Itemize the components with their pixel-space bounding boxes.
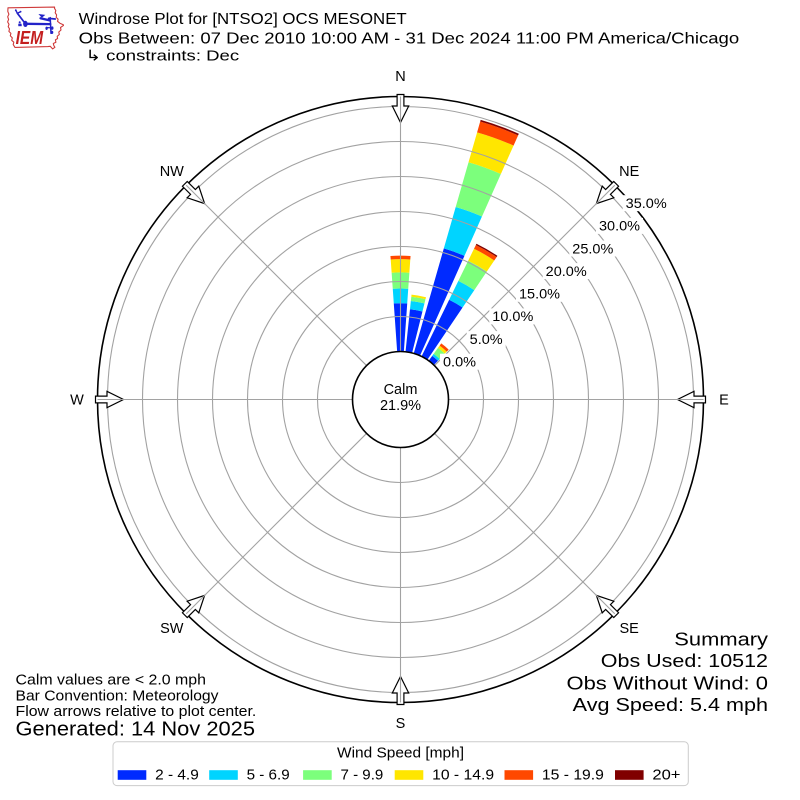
svg-text:10 - 14.9: 10 - 14.9 [432, 767, 494, 784]
svg-text:20.0%: 20.0% [546, 264, 587, 279]
svg-text:Calm: Calm [384, 382, 418, 398]
svg-text:Summary: Summary [674, 629, 769, 650]
svg-text:5.0%: 5.0% [470, 332, 503, 347]
svg-text:E: E [719, 393, 729, 409]
svg-text:2 - 4.9: 2 - 4.9 [155, 767, 199, 784]
svg-text:21.9%: 21.9% [380, 398, 421, 414]
svg-text:Calm values are < 2.0 mph: Calm values are < 2.0 mph [16, 673, 207, 689]
svg-text:NE: NE [619, 164, 639, 180]
svg-text:NW: NW [160, 164, 184, 180]
svg-text:25.0%: 25.0% [572, 241, 613, 256]
svg-text:15.0%: 15.0% [519, 287, 560, 302]
svg-text:W: W [70, 393, 84, 409]
svg-text:30.0%: 30.0% [599, 219, 640, 234]
svg-text:Obs Between: 07 Dec 2010 10:00: Obs Between: 07 Dec 2010 10:00 AM - 31 D… [79, 30, 740, 47]
svg-text:15 - 19.9: 15 - 19.9 [542, 767, 604, 784]
svg-text:Avg Speed: 5.4 mph: Avg Speed: 5.4 mph [573, 694, 768, 715]
svg-text:10.0%: 10.0% [492, 309, 533, 324]
svg-text:Windrose Plot for [NTSO2] OCS: Windrose Plot for [NTSO2] OCS MESONET [79, 11, 407, 28]
svg-text:S: S [396, 716, 406, 732]
svg-text:20+: 20+ [652, 767, 680, 784]
svg-text:0.0%: 0.0% [443, 355, 476, 370]
svg-text:Generated: 14 Nov 2025: Generated: 14 Nov 2025 [16, 718, 256, 740]
svg-text:5 - 6.9: 5 - 6.9 [247, 767, 290, 784]
svg-text:N: N [395, 69, 405, 85]
svg-text:Obs Without Wind: 0: Obs Without Wind: 0 [567, 672, 769, 693]
svg-text:Obs Used: 10512: Obs Used: 10512 [601, 650, 768, 671]
svg-text:Flow arrows relative to plot c: Flow arrows relative to plot center. [16, 704, 257, 720]
svg-text:Bar Convention: Meteorology: Bar Convention: Meteorology [16, 689, 220, 705]
svg-text:IEM: IEM [16, 28, 44, 48]
svg-text:SE: SE [620, 621, 640, 637]
svg-text:Wind Speed [mph]: Wind Speed [mph] [337, 744, 464, 761]
svg-text:35.0%: 35.0% [626, 196, 667, 211]
svg-text:↳ constraints: Dec: ↳ constraints: Dec [86, 48, 240, 65]
svg-text:7 - 9.9: 7 - 9.9 [341, 767, 384, 784]
svg-text:SW: SW [160, 621, 184, 637]
